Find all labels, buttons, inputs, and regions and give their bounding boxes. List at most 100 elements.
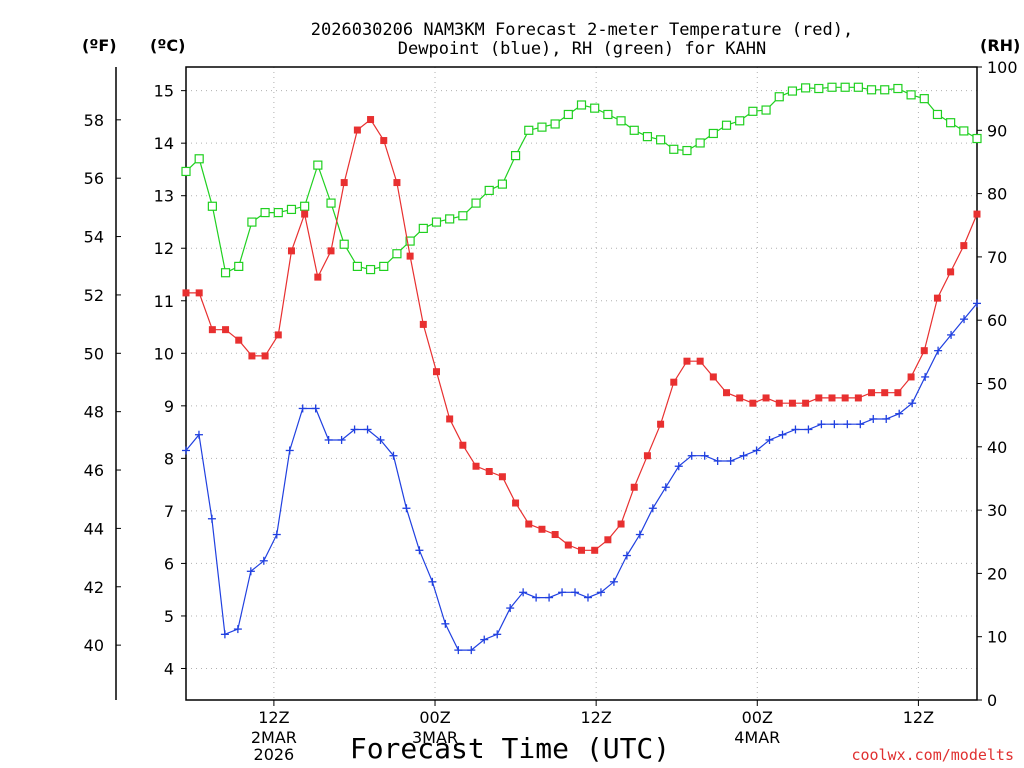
temperature-point <box>643 452 651 460</box>
temperature-point <box>314 273 322 281</box>
dewpoint-point <box>882 414 891 423</box>
rh-point <box>418 223 428 234</box>
rh-point <box>814 83 824 94</box>
rh-point <box>458 211 468 221</box>
temperature-point <box>604 536 612 544</box>
rh-point <box>629 125 639 135</box>
dewpoint-point <box>648 504 657 513</box>
rh-point <box>537 122 547 132</box>
rh-point <box>576 100 587 110</box>
temperature-point <box>353 126 361 134</box>
rh-tick-label: 50 <box>987 375 1007 394</box>
temperature-point <box>657 420 665 428</box>
dewpoint-point <box>947 330 956 339</box>
temperature-point <box>525 520 533 528</box>
dewpoint-point <box>558 588 567 597</box>
chart-title-line-1: 2026030206 NAM3KM Forecast 2-meter Tempe… <box>310 20 854 40</box>
rh-point <box>445 214 455 224</box>
fahrenheit-tick-label: 46 <box>84 461 104 480</box>
rh-axis-unit: (RH) <box>980 36 1021 55</box>
temperature-point <box>367 116 375 124</box>
rh-tick-label: 30 <box>987 501 1007 520</box>
dewpoint-point <box>285 446 294 455</box>
rh-point <box>774 92 784 102</box>
dewpoint-series-line <box>185 303 978 651</box>
fahrenheit-tick-label: 44 <box>84 519 104 538</box>
rh-point <box>972 133 982 144</box>
rh-point <box>247 217 257 227</box>
dewpoint-point <box>324 435 333 444</box>
dewpoint-point <box>856 420 865 429</box>
temperature-point <box>828 394 836 402</box>
celsius-tick-label: 10 <box>154 344 174 363</box>
rh-point <box>326 198 336 208</box>
rh-point <box>655 135 666 145</box>
rh-tick-label: 100 <box>987 58 1018 77</box>
rh-tick-label: 10 <box>987 628 1007 647</box>
rh-point <box>234 261 244 271</box>
fahrenheit-tick-label: 58 <box>84 111 104 130</box>
temperature-point <box>854 394 862 402</box>
dewpoint-point <box>765 435 774 444</box>
dewpoint-point <box>311 404 320 413</box>
dewpoint-point <box>739 451 748 460</box>
rh-point <box>207 201 217 211</box>
rh-point <box>642 132 653 142</box>
fahrenheit-tick-label: 40 <box>84 636 104 655</box>
celsius-tick-label: 13 <box>154 187 174 206</box>
dewpoint-point <box>830 420 839 429</box>
rh-tick-label: 20 <box>987 564 1007 583</box>
dewpoint-point <box>415 546 424 555</box>
dewpoint-point <box>272 530 281 539</box>
x-tick-label: 00Z <box>742 708 773 727</box>
temperature-point <box>907 373 915 381</box>
temperature-point <box>894 389 902 397</box>
rh-point <box>497 179 507 189</box>
temperature-point <box>762 394 770 402</box>
rh-point <box>392 249 402 259</box>
temperature-point <box>512 499 520 507</box>
fahrenheit-tick-label: 52 <box>84 286 104 305</box>
dewpoint-point <box>752 446 761 455</box>
celsius-tick-label: 6 <box>164 554 174 573</box>
dewpoint-point <box>519 588 528 597</box>
temperature-point <box>222 326 230 334</box>
dewpoint-point <box>713 456 722 465</box>
rh-tick-label: 80 <box>987 185 1007 204</box>
rh-point <box>721 120 732 130</box>
dewpoint-point <box>363 425 372 434</box>
temperature-point <box>538 525 546 533</box>
temperature-point <box>195 289 203 297</box>
x-tick-date-label: 2MAR <box>251 728 297 747</box>
rh-point <box>866 85 877 95</box>
temperature-point <box>182 289 190 297</box>
rh-point <box>893 83 903 94</box>
x-tick-label: 12Z <box>258 708 289 727</box>
grid-lines <box>186 67 977 700</box>
rh-point <box>220 268 231 278</box>
dewpoint-point <box>778 430 787 439</box>
temperature-point <box>459 441 467 449</box>
celsius-tick-label: 5 <box>164 607 174 626</box>
rh-point <box>708 128 718 139</box>
dewpoint-point <box>960 315 969 324</box>
dewpoint-point <box>298 404 307 413</box>
temperature-point <box>881 389 889 397</box>
temperature-point <box>406 252 414 260</box>
fahrenheit-tick-label: 54 <box>84 228 104 247</box>
temperature-point <box>630 483 638 491</box>
rh-series-markers <box>181 82 982 278</box>
rh-tick-label: 40 <box>987 438 1007 457</box>
rh-point <box>853 82 863 92</box>
dewpoint-point <box>622 551 631 560</box>
rh-point <box>748 106 758 116</box>
fahrenheit-axis-unit: (ºF) <box>82 36 117 55</box>
dewpoint-point <box>934 346 943 355</box>
x-tick-label: 12Z <box>580 708 611 727</box>
rh-point <box>484 185 494 196</box>
dewpoint-point <box>869 414 878 423</box>
rh-point <box>563 109 573 120</box>
rh-point <box>273 207 283 218</box>
rh-point <box>339 239 349 249</box>
dewpoint-point <box>843 420 852 429</box>
